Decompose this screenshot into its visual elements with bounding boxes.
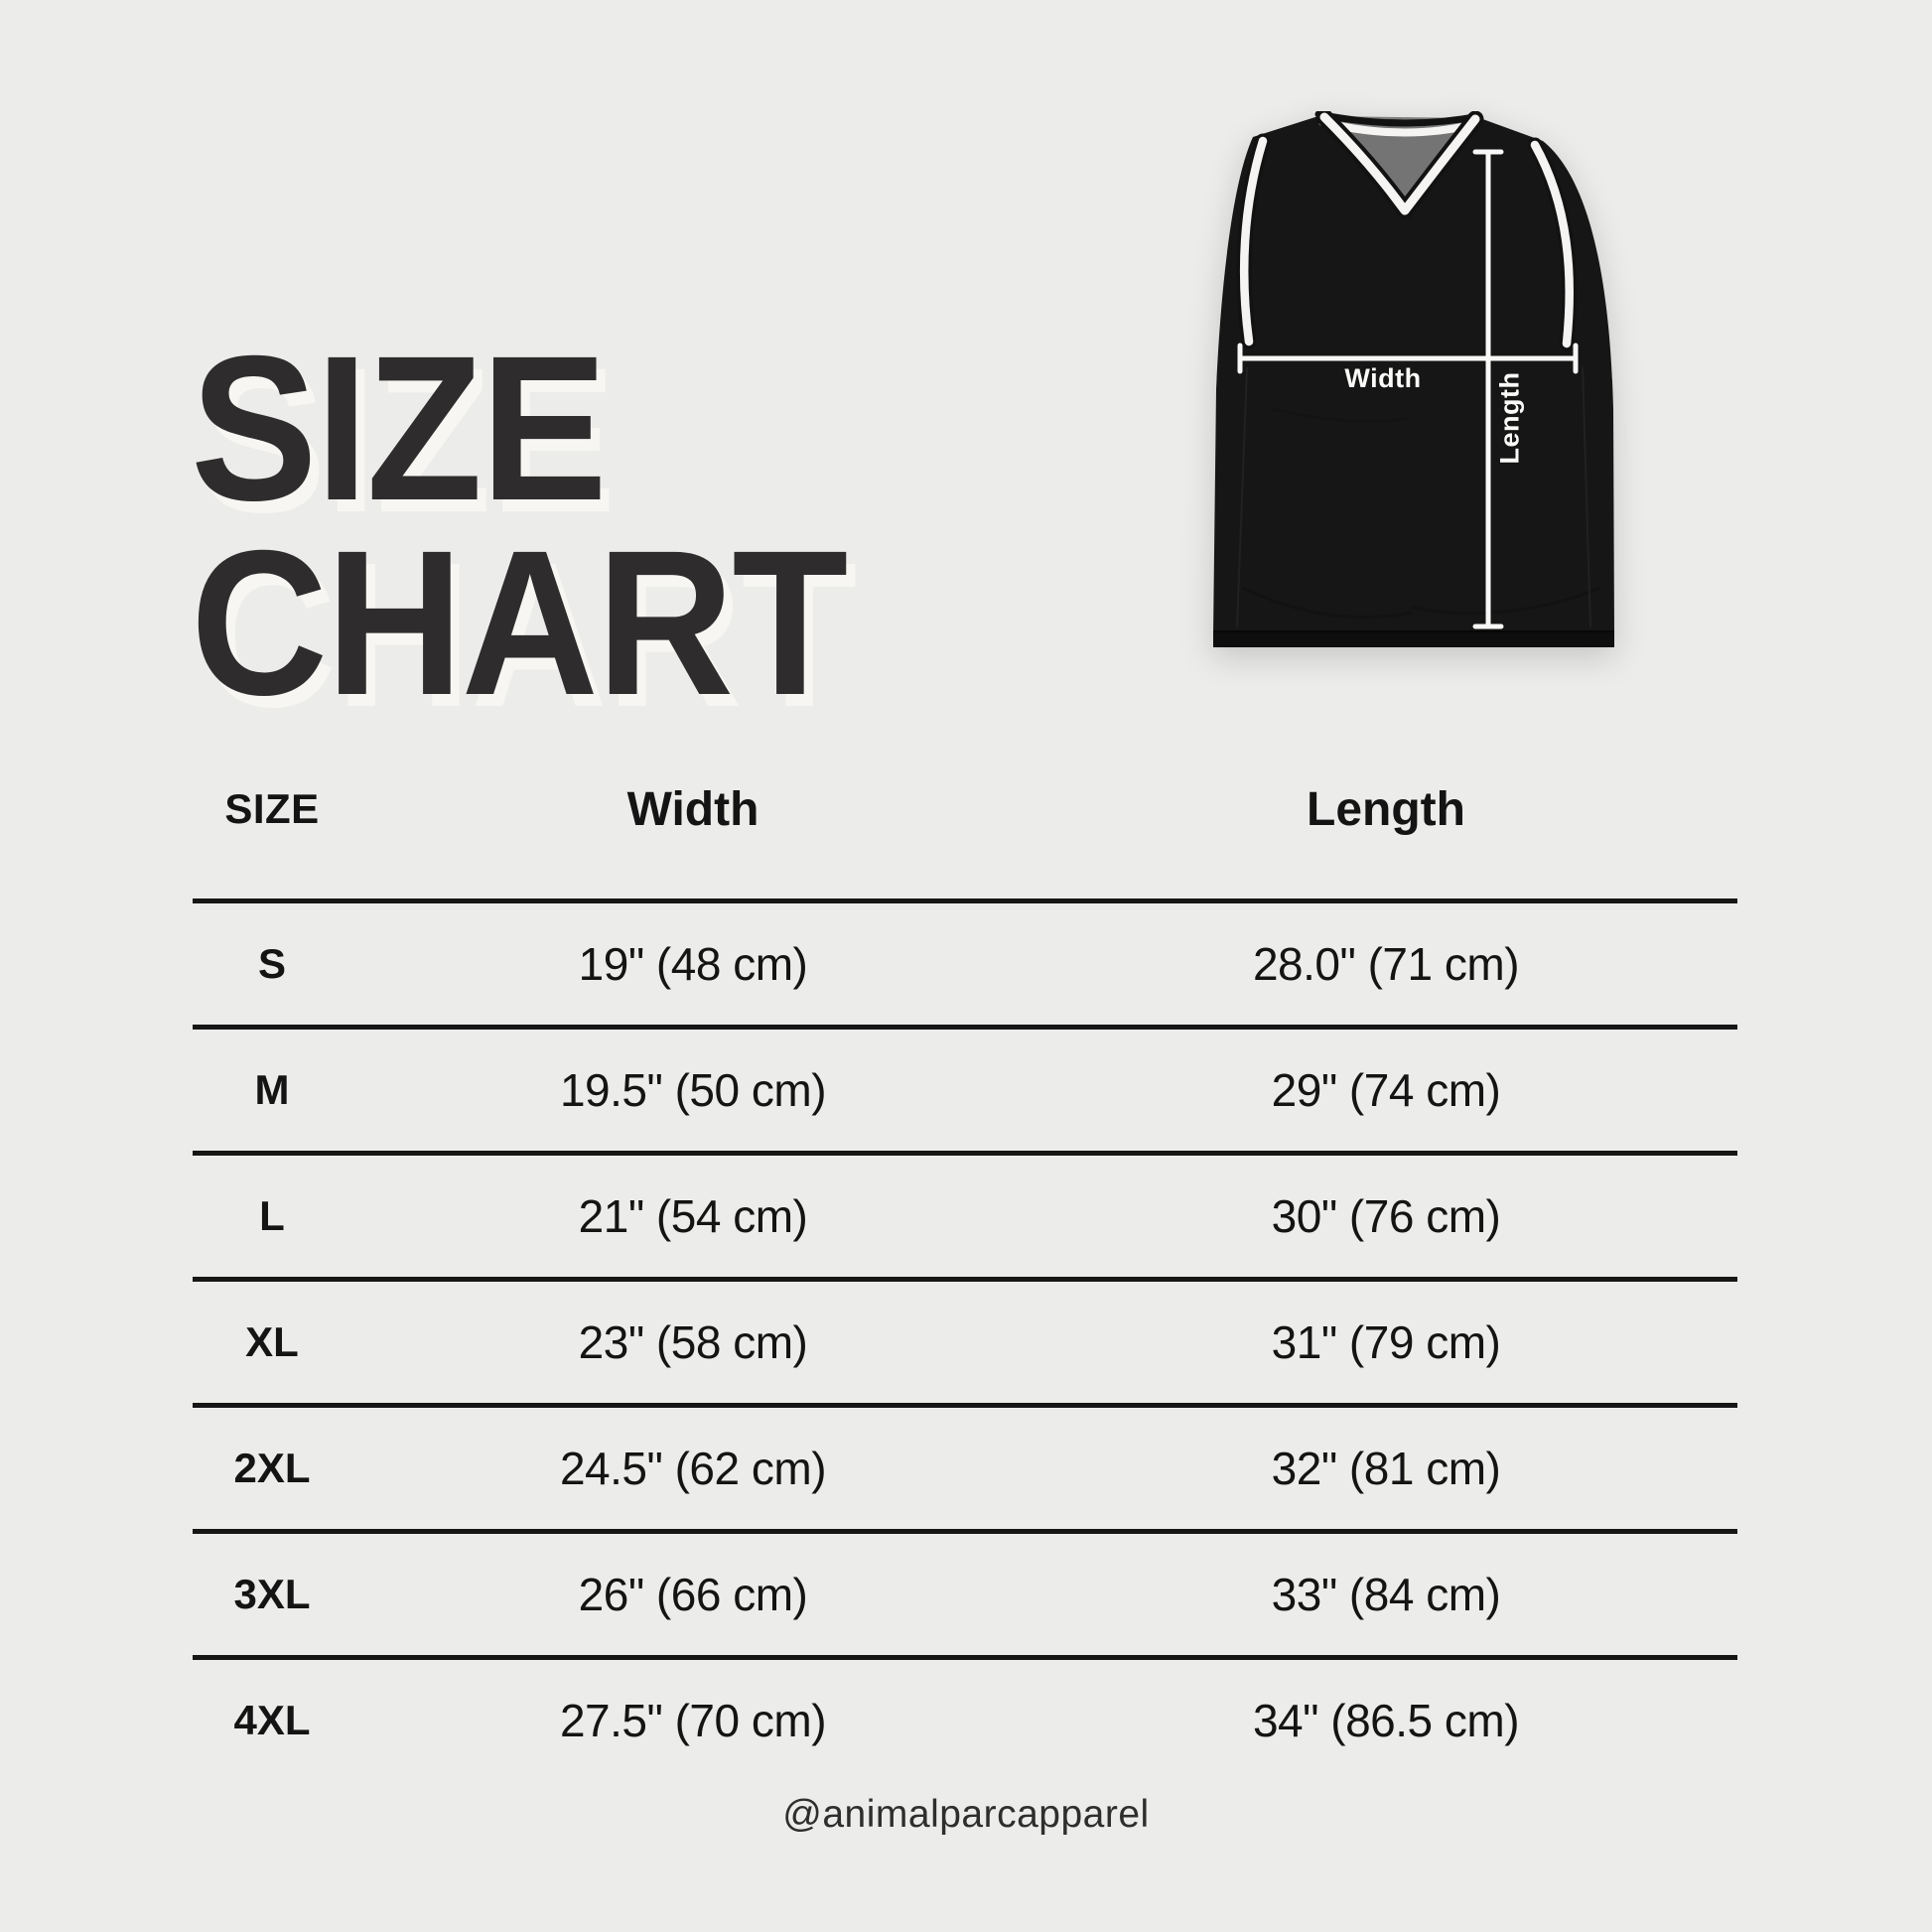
page-title: SIZE CHART — [191, 314, 848, 739]
size-table-header-row: SIZE Width Length — [193, 720, 1737, 903]
size-label: L — [259, 1192, 285, 1239]
jersey-width-label: Width — [1344, 363, 1422, 393]
jersey-armhole-trim-left — [1239, 136, 1268, 346]
length-value: 33" (84 cm) — [1271, 1569, 1501, 1620]
size-label: M — [254, 1066, 290, 1113]
jersey-armhole-trim-right — [1530, 140, 1574, 348]
width-value: 21" (54 cm) — [578, 1190, 808, 1242]
width-value: 19.5" (50 cm) — [559, 1064, 827, 1116]
column-header-width: Width — [626, 782, 759, 836]
jersey-length-label: Length — [1494, 371, 1525, 465]
table-row-m: M 19.5" (50 cm) 29" (74 cm) — [193, 1030, 1737, 1156]
jersey-back-collar-edge — [1314, 111, 1483, 127]
jersey-vneck-trim — [1319, 112, 1480, 215]
page-title-line2: CHART — [191, 507, 848, 739]
width-value: 27.5" (70 cm) — [559, 1695, 827, 1746]
table-row-4xl: 4XL 27.5" (70 cm) 34" (86.5 cm) — [193, 1660, 1737, 1781]
length-value: 32" (81 cm) — [1271, 1443, 1501, 1494]
table-row-s: S 19" (48 cm) 28.0" (71 cm) — [193, 903, 1737, 1030]
width-value: 19" (48 cm) — [578, 938, 808, 990]
table-row-xl: XL 23" (58 cm) 31" (79 cm) — [193, 1282, 1737, 1408]
column-header-length: Length — [1307, 782, 1465, 836]
size-label: XL — [245, 1318, 299, 1365]
size-label: 4XL — [233, 1697, 311, 1743]
size-label: 3XL — [233, 1571, 311, 1617]
width-value: 26" (66 cm) — [578, 1569, 808, 1620]
length-value: 31" (79 cm) — [1271, 1316, 1501, 1368]
jersey-body — [1213, 115, 1614, 647]
width-value: 23" (58 cm) — [578, 1316, 808, 1368]
jersey-inner-neck-shadow — [1343, 126, 1460, 196]
jersey-hem-band — [1213, 631, 1614, 647]
jersey-measurement-figure: Width Length — [1213, 111, 1620, 647]
length-value: 29" (74 cm) — [1271, 1064, 1501, 1116]
size-table: SIZE Width Length S 19" (48 cm) 28.0" (7… — [193, 720, 1737, 1781]
width-value: 24.5" (62 cm) — [559, 1443, 827, 1494]
table-row-3xl: 3XL 26" (66 cm) 33" (84 cm) — [193, 1534, 1737, 1660]
jersey-side-seam-right — [1582, 366, 1591, 628]
jersey-wrinkle — [1242, 586, 1413, 620]
table-row-2xl: 2XL 24.5" (62 cm) 32" (81 cm) — [193, 1408, 1737, 1534]
table-row-l: L 21" (54 cm) 30" (76 cm) — [193, 1156, 1737, 1282]
jersey-graphic — [1213, 111, 1614, 647]
column-header-size: SIZE — [224, 785, 320, 832]
jersey-wrinkle — [1272, 407, 1409, 423]
jersey-side-seam-left — [1236, 366, 1248, 628]
jersey-wrinkle — [1411, 586, 1601, 616]
size-label: 2XL — [233, 1445, 311, 1491]
brand-handle: @animalparcapparel — [782, 1793, 1150, 1836]
length-value: 34" (86.5 cm) — [1252, 1695, 1520, 1746]
width-measure-line — [1237, 343, 1579, 374]
size-label: S — [257, 940, 286, 987]
page-title-line1: SIZE — [191, 314, 608, 545]
length-measure-line — [1472, 149, 1504, 629]
length-value: 28.0" (71 cm) — [1252, 938, 1520, 990]
length-value: 30" (76 cm) — [1271, 1190, 1501, 1242]
